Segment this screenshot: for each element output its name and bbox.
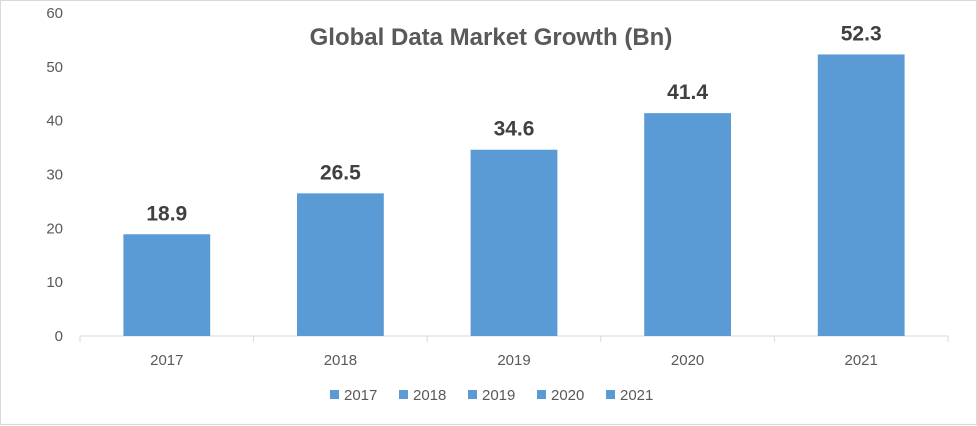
y-tick-label: 30 bbox=[46, 167, 63, 184]
bar-2019 bbox=[470, 149, 558, 336]
bar-2018 bbox=[297, 193, 384, 336]
category-labels: 2017 2018 2019 2020 2021 bbox=[150, 352, 878, 369]
x-axis-ticks bbox=[79, 336, 949, 342]
legend-label-2021: 2021 bbox=[620, 387, 653, 404]
y-tick-label: 0 bbox=[55, 328, 63, 345]
bar-2017 bbox=[123, 234, 211, 336]
bars bbox=[123, 54, 905, 337]
legend-swatch-2020 bbox=[537, 390, 546, 399]
category-label-2018: 2018 bbox=[324, 352, 357, 369]
data-label-2020: 41.4 bbox=[667, 81, 708, 104]
legend-label-2019: 2019 bbox=[482, 387, 515, 404]
legend-swatch-2018 bbox=[399, 390, 408, 399]
category-label-2021: 2021 bbox=[845, 352, 878, 369]
legend-label-2017: 2017 bbox=[344, 387, 377, 404]
data-label-2021: 52.3 bbox=[841, 22, 882, 45]
legend-swatch-2021 bbox=[606, 390, 615, 399]
legend-label-2018: 2018 bbox=[413, 387, 446, 404]
data-label-2019: 34.6 bbox=[494, 118, 535, 141]
y-tick-label: 20 bbox=[46, 220, 63, 237]
data-labels: 18.9 26.5 34.6 41.4 52.3 bbox=[146, 22, 881, 225]
legend: 2017 2018 2019 2020 2021 bbox=[330, 387, 653, 404]
chart-title: Global Data Market Growth (Bn) bbox=[310, 24, 673, 51]
category-label-2017: 2017 bbox=[150, 352, 183, 369]
legend-swatch-2019 bbox=[468, 390, 477, 399]
bar-2020 bbox=[644, 113, 731, 336]
y-axis-ticks: 0 10 20 30 40 50 60 bbox=[46, 5, 63, 345]
legend-label-2020: 2020 bbox=[551, 387, 584, 404]
y-tick-label: 40 bbox=[46, 113, 63, 130]
category-label-2019: 2019 bbox=[497, 352, 530, 369]
data-label-2018: 26.5 bbox=[320, 161, 361, 184]
bar-2021 bbox=[817, 54, 905, 337]
y-tick-label: 60 bbox=[46, 5, 63, 22]
legend-swatch-2017 bbox=[330, 390, 339, 399]
y-tick-label: 10 bbox=[46, 274, 63, 291]
category-label-2020: 2020 bbox=[671, 352, 704, 369]
data-label-2017: 18.9 bbox=[146, 202, 187, 225]
y-tick-label: 50 bbox=[46, 59, 63, 76]
